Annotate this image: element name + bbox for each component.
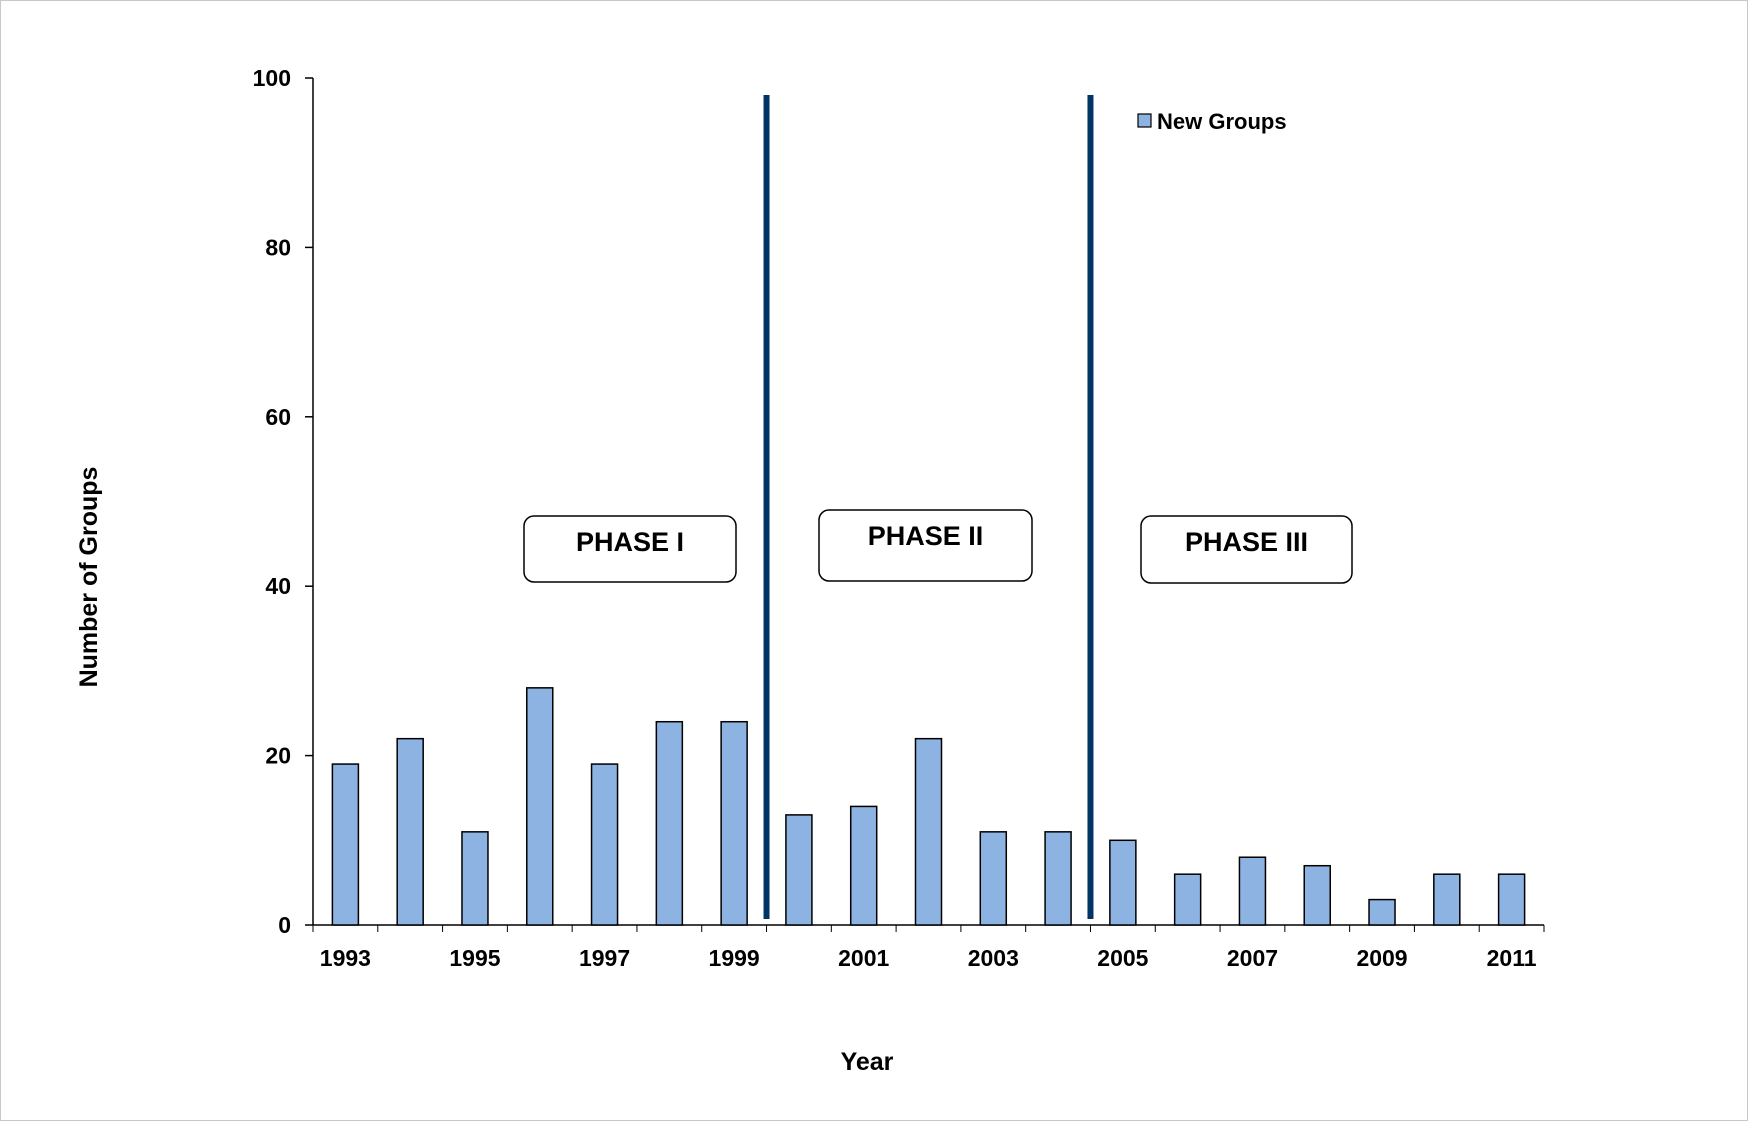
phase-box-3 [1140,515,1353,584]
x-tick-label-1997: 1997 [579,945,630,971]
y-tick-label-0: 0 [278,912,291,938]
bar-2002 [914,737,943,926]
y-tick-label-60: 60 [265,404,291,430]
phase-label-2: PHASE II [868,521,984,551]
x-tick-label-2001: 2001 [838,945,889,971]
bar-1996 [526,687,554,926]
bar-2009 [1368,898,1396,926]
y-axis-title: Number of Groups [75,467,103,688]
legend-label: New Groups [1157,109,1287,134]
y-tick-label-40: 40 [265,573,291,599]
bar-2000 [785,814,813,926]
x-tick-label-2011: 2011 [1487,945,1537,971]
x-tick-label-2005: 2005 [1097,945,1148,971]
bar-2008 [1303,864,1331,926]
legend-swatch [1137,113,1152,128]
phase-label-3: PHASE III [1185,527,1308,557]
bar-2007 [1238,856,1267,926]
x-tick-label-1995: 1995 [449,945,500,971]
x-tick-label-2009: 2009 [1356,945,1407,971]
bar-2006 [1173,873,1202,926]
bar-1993 [331,763,360,926]
bar-1997 [590,763,619,926]
bar-2004 [1044,831,1072,926]
bar-2003 [979,831,1008,926]
phase-box-2 [818,509,1033,582]
phase-box-1 [523,515,737,583]
x-axis-title: Year [841,1048,894,1076]
x-tick-label-1999: 1999 [709,945,760,971]
x-tick-label-2003: 2003 [968,945,1019,971]
phase-label-1: PHASE I [576,527,684,557]
y-tick-label-80: 80 [265,234,291,260]
bar-1999 [720,720,748,926]
bar-1998 [655,720,684,926]
x-tick-label-2007: 2007 [1227,945,1278,971]
bar-2001 [849,805,878,926]
y-tick-label-100: 100 [253,65,291,91]
bar-2010 [1433,873,1461,926]
bar-1994 [396,737,424,926]
bar-1995 [461,831,489,926]
x-tick-label-1993: 1993 [320,945,371,971]
bar-2005 [1109,839,1137,926]
bar-2011 [1497,873,1526,926]
y-tick-label-20: 20 [265,743,291,769]
